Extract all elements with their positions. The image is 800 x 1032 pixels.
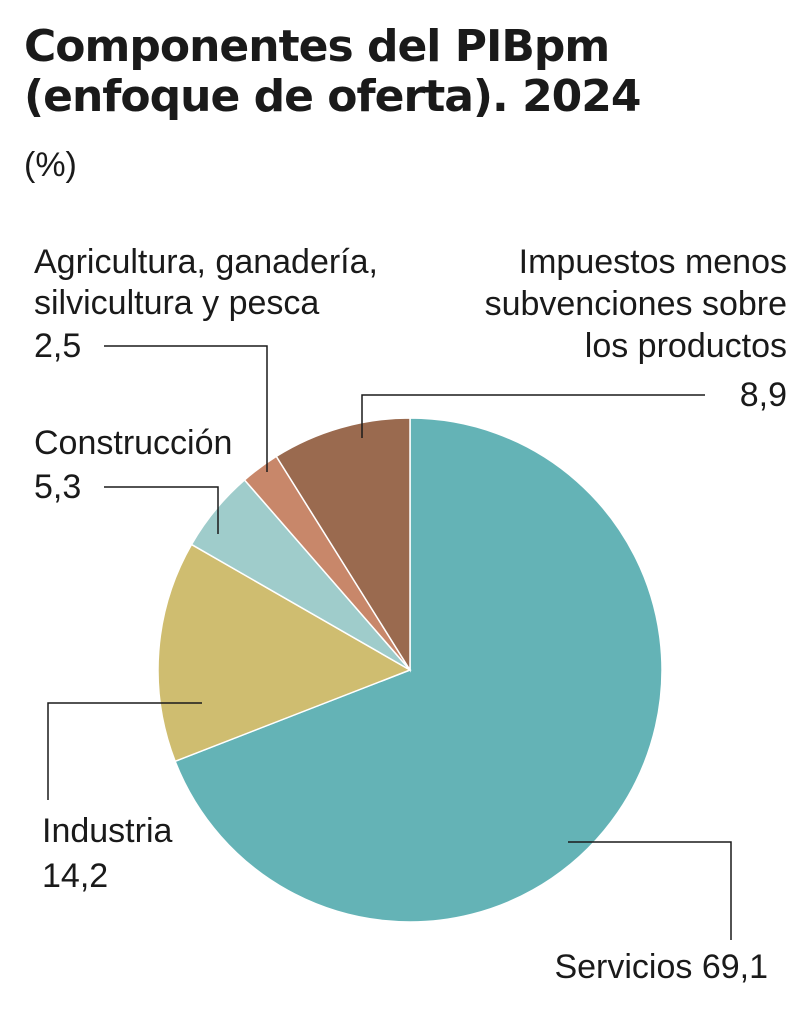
leader-line-construccion xyxy=(104,486,219,534)
label-construccion-value: 5,3 xyxy=(34,468,81,506)
label-impuestos-line1: Impuestos menos xyxy=(519,243,787,281)
leader-line-impuestos xyxy=(361,394,705,438)
label-industria-value: 14,2 xyxy=(42,857,108,895)
label-industria-name: Industria xyxy=(42,812,172,850)
chart-unit: (%) xyxy=(24,146,77,184)
label-construccion-name: Construcción xyxy=(34,424,232,462)
title-line-2: (enfoque de oferta). 2024 xyxy=(24,71,642,122)
pie-slice-impuestos xyxy=(275,417,411,673)
leader-lines xyxy=(47,345,732,940)
leader-line-industria xyxy=(47,702,202,800)
label-impuestos-line2: subvenciones sobre xyxy=(485,285,787,323)
chart-title: Componentes del PIBpm (enfoque de oferta… xyxy=(24,22,784,122)
leader-line-agricultura xyxy=(104,345,268,472)
label-impuestos-value: 8,9 xyxy=(740,376,787,414)
label-agricultura-value: 2,5 xyxy=(34,327,81,365)
leader-line-servicios xyxy=(568,841,732,940)
label-impuestos-line3: los productos xyxy=(585,327,787,365)
label-agricultura-line1: Agricultura, ganadería, xyxy=(34,243,378,281)
pie-slice-industria xyxy=(157,543,412,763)
label-servicios: Servicios 69,1 xyxy=(554,948,768,986)
pie-slice-servicios xyxy=(174,417,663,923)
title-line-1: Componentes del PIBpm xyxy=(24,21,610,72)
label-agricultura-line2: silvicultura y pesca xyxy=(34,284,319,322)
pie-slices xyxy=(157,417,663,923)
